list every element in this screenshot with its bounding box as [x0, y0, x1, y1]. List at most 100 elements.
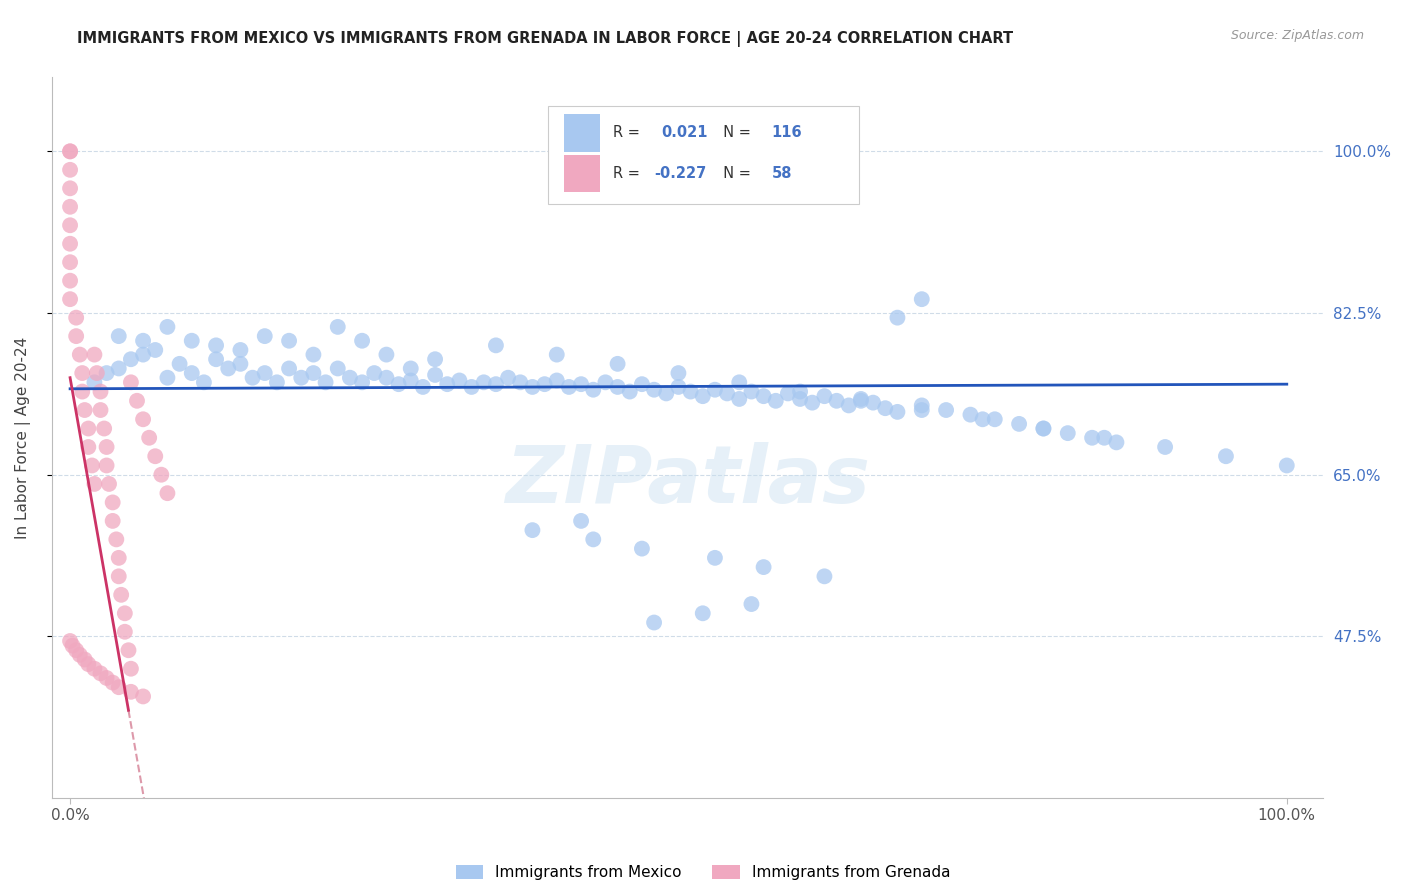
Point — [96, 366, 118, 380]
Point — [83, 662, 105, 676]
Point — [619, 384, 641, 399]
Point — [59, 181, 82, 195]
Point — [582, 533, 605, 547]
Point — [59, 236, 82, 251]
Point — [150, 467, 173, 482]
Point — [569, 514, 592, 528]
Point — [96, 671, 118, 685]
Text: 116: 116 — [772, 126, 801, 140]
Text: R =: R = — [613, 166, 644, 181]
Text: ZIPatlas: ZIPatlas — [505, 442, 870, 520]
Point — [849, 392, 872, 406]
Point — [485, 338, 508, 352]
Point — [911, 292, 934, 306]
Point — [77, 657, 100, 672]
Point — [631, 541, 654, 556]
Point — [193, 376, 215, 390]
Text: Source: ZipAtlas.com: Source: ZipAtlas.com — [1230, 29, 1364, 42]
Point — [655, 386, 678, 401]
FancyBboxPatch shape — [548, 106, 859, 203]
Point — [86, 366, 108, 380]
Y-axis label: In Labor Force | Age 20-24: In Labor Force | Age 20-24 — [15, 336, 31, 539]
Point — [315, 376, 337, 390]
Point — [125, 393, 148, 408]
Text: -0.227: -0.227 — [655, 166, 707, 181]
Point — [242, 370, 264, 384]
Point — [935, 403, 957, 417]
Point — [83, 348, 105, 362]
Point — [752, 560, 775, 574]
Point — [107, 680, 129, 694]
Point — [1056, 426, 1078, 441]
Point — [105, 533, 128, 547]
Point — [375, 348, 398, 362]
Point — [101, 495, 124, 509]
Point — [83, 376, 105, 390]
Point — [302, 366, 325, 380]
Point — [107, 569, 129, 583]
Point — [156, 319, 179, 334]
Point — [156, 370, 179, 384]
Point — [98, 477, 121, 491]
Point — [668, 380, 690, 394]
Text: 0.021: 0.021 — [661, 126, 707, 140]
Point — [740, 597, 762, 611]
Point — [801, 395, 824, 409]
Point — [180, 366, 202, 380]
Point — [643, 383, 665, 397]
Point — [132, 690, 155, 704]
Point — [69, 648, 91, 662]
Point — [120, 662, 142, 676]
Point — [1154, 440, 1177, 454]
Point — [59, 162, 82, 177]
Point — [546, 348, 568, 362]
Point — [631, 377, 654, 392]
Point — [169, 357, 191, 371]
Point — [668, 366, 690, 380]
Point — [522, 380, 544, 394]
Point — [886, 405, 908, 419]
Point — [120, 376, 142, 390]
Point — [266, 376, 288, 390]
Point — [412, 380, 434, 394]
Point — [352, 334, 374, 348]
Point — [509, 376, 531, 390]
Point — [107, 361, 129, 376]
Legend: Immigrants from Mexico, Immigrants from Grenada: Immigrants from Mexico, Immigrants from … — [456, 865, 950, 880]
Point — [1032, 421, 1054, 435]
Point — [59, 219, 82, 233]
Point — [789, 384, 811, 399]
Bar — [564, 154, 600, 192]
Point — [132, 412, 155, 426]
Point — [533, 377, 555, 392]
Point — [875, 401, 897, 416]
Point — [546, 374, 568, 388]
Point — [1215, 449, 1237, 463]
Point — [752, 389, 775, 403]
Point — [156, 486, 179, 500]
Point — [117, 643, 139, 657]
Point — [290, 370, 312, 384]
Point — [496, 370, 519, 384]
Point — [83, 477, 105, 491]
Point — [278, 361, 301, 376]
Point — [229, 343, 252, 357]
Point — [1275, 458, 1298, 473]
Point — [959, 408, 981, 422]
Point — [302, 348, 325, 362]
Point — [728, 392, 751, 406]
Point — [765, 393, 787, 408]
Point — [838, 399, 860, 413]
Point — [107, 329, 129, 343]
Point — [59, 255, 82, 269]
Point — [436, 377, 458, 392]
Point — [399, 374, 422, 388]
Point — [911, 399, 934, 413]
Point — [375, 370, 398, 384]
Text: IMMIGRANTS FROM MEXICO VS IMMIGRANTS FROM GRENADA IN LABOR FORCE | AGE 20-24 COR: IMMIGRANTS FROM MEXICO VS IMMIGRANTS FRO… — [77, 31, 1014, 47]
Point — [65, 310, 87, 325]
Point — [110, 588, 132, 602]
Point — [101, 675, 124, 690]
Point — [59, 145, 82, 159]
Point — [77, 421, 100, 435]
